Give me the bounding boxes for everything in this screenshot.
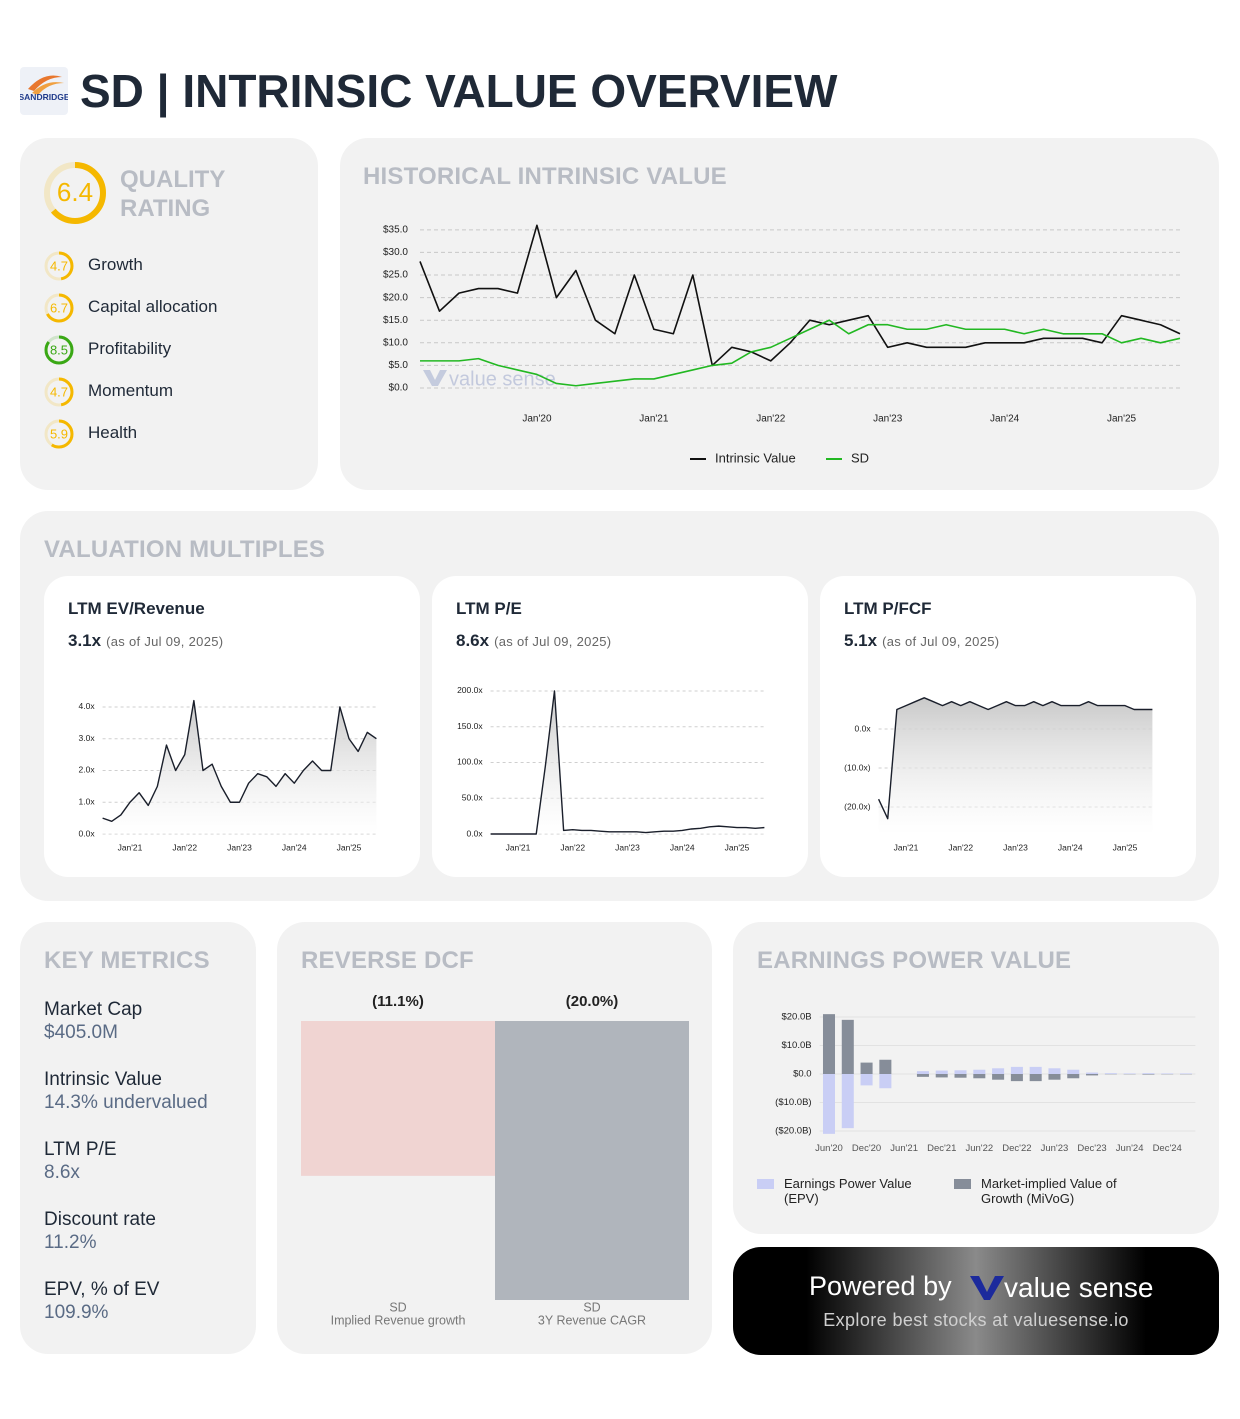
logo: SANDRIDGE <box>20 67 68 115</box>
quality-item-name: Capital allocation <box>88 297 218 316</box>
legend-swatch <box>757 1179 774 1189</box>
multiple-card <box>44 576 420 877</box>
metric-value: 14.3% undervalued <box>44 1092 208 1113</box>
logo-mark: SANDRIDGE <box>20 75 68 102</box>
metric-value: 109.9% <box>44 1302 109 1323</box>
metric-value: $405.0M <box>44 1022 118 1043</box>
section-title: KEY METRICS <box>44 947 210 974</box>
section-title: EARNINGS POWER VALUE <box>757 947 1072 974</box>
as-of: (as of Jul 09, 2025) <box>882 634 1000 649</box>
reverse-dcf-card <box>277 922 712 1354</box>
multiple-value-row: 5.1x (as of Jul 09, 2025) <box>844 631 999 651</box>
section-title: VALUATION MULTIPLES <box>44 536 326 563</box>
multiple-title: LTM P/FCF <box>844 599 932 618</box>
powered-by: Powered by <box>809 1271 952 1301</box>
metric-label: Discount rate <box>44 1209 156 1230</box>
multiple-value-row: 8.6x (as of Jul 09, 2025) <box>456 631 611 651</box>
multiple-value: 8.6x <box>456 631 490 650</box>
legend-swatch <box>954 1179 971 1189</box>
metric-value: 8.6x <box>44 1162 80 1183</box>
tagline: Explore best stocks at valuesense.io <box>823 1310 1129 1330</box>
metric-label: LTM P/E <box>44 1139 117 1160</box>
as-of: (as of Jul 09, 2025) <box>106 634 224 649</box>
multiple-card <box>820 576 1196 877</box>
multiple-title: LTM P/E <box>456 599 522 618</box>
metric-label: Market Cap <box>44 999 143 1020</box>
metric-label: EPV, % of EV <box>44 1279 160 1300</box>
metric-value: 11.2% <box>44 1232 97 1253</box>
legend-label: Market-implied Value of Growth (MiVoG) <box>981 1176 1117 1206</box>
quality-item-name: Growth <box>88 255 143 274</box>
footer-card <box>733 1247 1219 1355</box>
quality-item-name: Momentum <box>88 381 174 400</box>
brand-icon <box>970 1276 1004 1300</box>
section-title: REVERSE DCF <box>301 947 474 974</box>
multiple-value-row: 3.1x (as of Jul 09, 2025) <box>68 631 223 651</box>
multiple-value: 3.1x <box>68 631 102 650</box>
metric-label: Intrinsic Value <box>44 1069 162 1090</box>
brand: value sense <box>1004 1272 1154 1303</box>
legend-label: Earnings Power Value (EPV) <box>784 1176 912 1206</box>
key-metrics-card <box>20 922 256 1354</box>
multiple-card <box>432 576 808 877</box>
multiple-title: LTM EV/Revenue <box>68 599 205 618</box>
quality-title: QUALITY RATING <box>120 166 225 222</box>
section-title: HISTORICAL INTRINSIC VALUE <box>363 163 727 190</box>
quality-item-name: Profitability <box>88 339 172 358</box>
page-title: SD | INTRINSIC VALUE OVERVIEW <box>80 65 838 117</box>
as-of: (as of Jul 09, 2025) <box>494 634 612 649</box>
logo-text: SANDRIDGE <box>20 92 68 102</box>
multiple-value: 5.1x <box>844 631 878 650</box>
quality-item-name: Health <box>88 423 138 442</box>
